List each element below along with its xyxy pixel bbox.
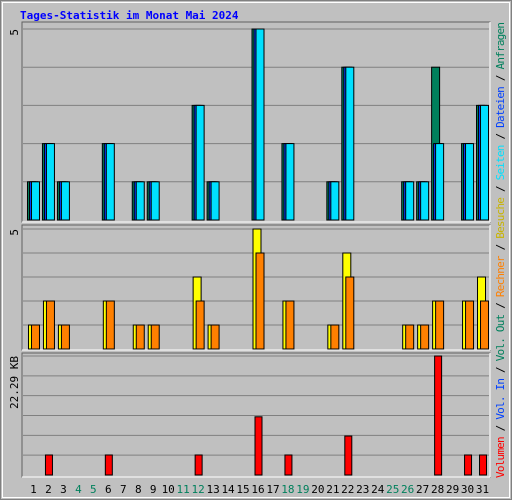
y-tick-label: 5 — [8, 229, 21, 236]
y-tick-label: 22.29 KB — [8, 356, 21, 409]
x-tick-label: 9 — [150, 483, 157, 496]
x-tick-label: 22 — [341, 483, 354, 496]
bar — [104, 454, 113, 476]
bar — [480, 104, 490, 221]
x-tick-label: 4 — [75, 483, 82, 496]
bar — [30, 181, 40, 221]
legend-separator: / — [494, 69, 507, 87]
bar — [480, 300, 490, 350]
x-tick-label: 28 — [431, 483, 444, 496]
bar — [435, 300, 445, 350]
bar — [465, 143, 475, 221]
legend-entry: Seiten — [494, 145, 507, 181]
legend-separator: / — [494, 180, 507, 198]
legend-entry: Anfragen — [494, 22, 507, 69]
bar — [195, 104, 205, 221]
x-tick-label: 15 — [236, 483, 249, 496]
bar — [345, 66, 355, 221]
x-tick-label: 1 — [30, 483, 37, 496]
x-tick-label: 29 — [446, 483, 459, 496]
legend-entry: Volumen — [494, 436, 507, 478]
legend-separator: / — [494, 238, 507, 256]
legend-entry: Vol. In — [494, 378, 507, 420]
x-tick-label: 11 — [177, 483, 190, 496]
bar — [210, 324, 220, 350]
bar — [105, 300, 115, 350]
bar — [194, 454, 203, 476]
bar — [255, 28, 265, 221]
x-tick-label: 8 — [135, 483, 142, 496]
x-tick-label: 10 — [162, 483, 175, 496]
bar — [254, 416, 263, 476]
legend: Volumen / Vol. In / Vol. Out / Rechner /… — [494, 22, 507, 478]
bar — [285, 143, 295, 221]
bar — [45, 143, 55, 221]
bar — [135, 181, 145, 221]
legend-separator: / — [494, 360, 507, 378]
bar — [150, 181, 160, 221]
bar — [135, 324, 145, 350]
x-tick-label: 7 — [120, 483, 127, 496]
x-tick-label: 18 — [281, 483, 294, 496]
x-tick-label: 23 — [356, 483, 369, 496]
x-tick-label: 17 — [266, 483, 279, 496]
bar — [44, 454, 53, 476]
x-tick-label: 2 — [45, 483, 52, 496]
bar — [150, 324, 160, 350]
legend-separator: / — [494, 419, 507, 437]
bar — [105, 143, 115, 221]
x-tick-label: 14 — [221, 483, 235, 496]
bar — [344, 435, 353, 476]
bar — [195, 300, 205, 350]
x-tick-label: 27 — [416, 483, 429, 496]
x-tick-label: 21 — [326, 483, 339, 496]
bar — [434, 355, 443, 476]
legend-entry: Rechner — [494, 255, 507, 297]
bar — [60, 181, 70, 221]
bar — [330, 181, 340, 221]
bar — [420, 181, 430, 221]
x-tick-label: 31 — [476, 483, 489, 496]
x-tick-label: 20 — [311, 483, 324, 496]
bar — [405, 324, 415, 350]
bar — [330, 324, 340, 350]
bar — [45, 300, 55, 350]
x-tick-label: 6 — [105, 483, 112, 496]
x-tick-label: 25 — [386, 483, 399, 496]
legend-separator: / — [494, 296, 507, 314]
bar — [464, 454, 473, 476]
x-tick-label: 26 — [401, 483, 414, 496]
chart-title: Tages-Statistik im Monat Mai 2024 — [20, 9, 239, 22]
bar — [210, 181, 220, 221]
legend-entry: Besuche — [494, 197, 507, 239]
bar — [284, 454, 293, 476]
x-tick-label: 16 — [251, 483, 264, 496]
bar — [435, 143, 445, 221]
bar — [465, 300, 475, 350]
bar — [405, 181, 415, 221]
bar — [255, 252, 265, 350]
x-tick-label: 12 — [192, 483, 205, 496]
bar — [420, 324, 430, 350]
legend-entry: Vol. Out — [494, 314, 507, 361]
bar — [479, 454, 488, 476]
x-tick-label: 24 — [371, 483, 385, 496]
bar — [345, 276, 355, 350]
x-tick-label: 30 — [461, 483, 474, 496]
x-tick-label: 19 — [296, 483, 309, 496]
x-tick-label: 13 — [206, 483, 219, 496]
bar — [30, 324, 40, 350]
legend-separator: / — [494, 127, 507, 145]
bar — [60, 324, 70, 350]
x-tick-label: 5 — [90, 483, 97, 496]
x-tick-label: 3 — [60, 483, 67, 496]
y-tick-label: 5 — [8, 29, 21, 36]
bar — [285, 300, 295, 350]
legend-entry: Dateien — [494, 86, 507, 128]
